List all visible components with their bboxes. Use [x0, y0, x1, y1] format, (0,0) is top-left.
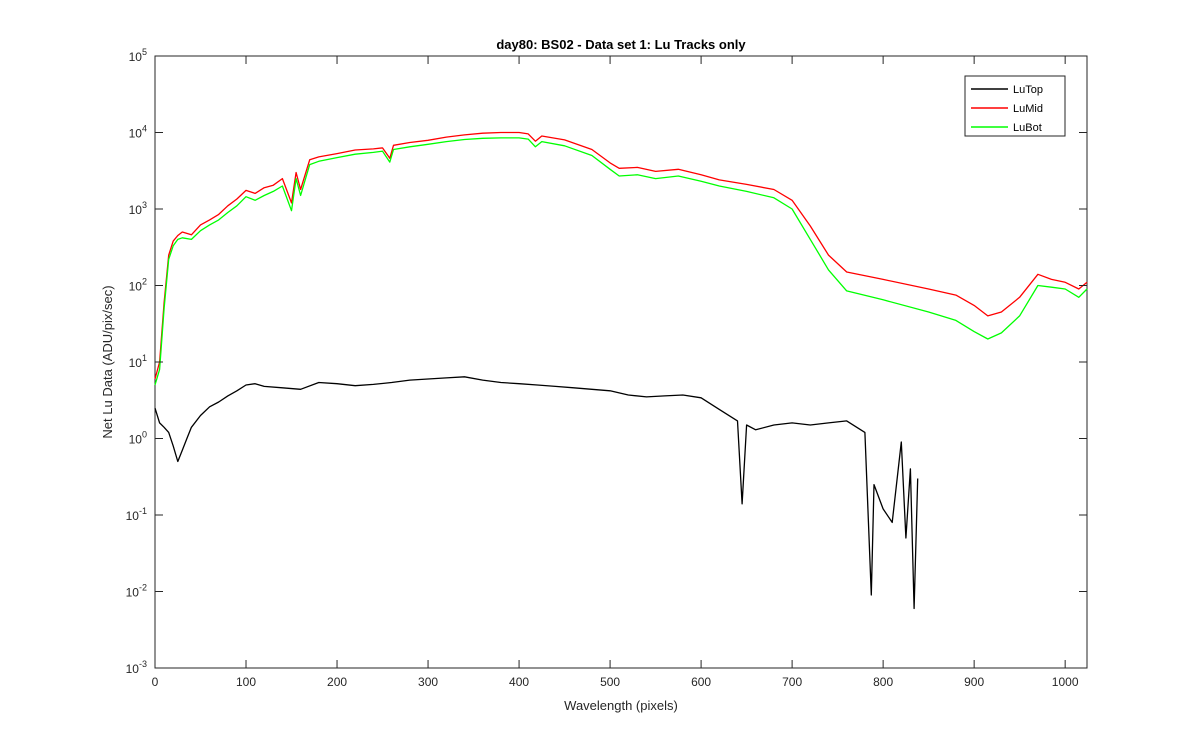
y-tick-label: 10-3 — [126, 659, 147, 676]
legend-label-lutop: LuTop — [1013, 84, 1043, 96]
x-tick-label: 900 — [964, 675, 984, 689]
x-tick-label: 700 — [782, 675, 802, 689]
x-tick-label: 300 — [418, 675, 438, 689]
y-tick-label: 10-2 — [126, 583, 147, 600]
y-tick-label: 103 — [129, 200, 147, 217]
series-line-lubot — [154, 137, 1088, 386]
series-line-lumid — [154, 131, 1088, 380]
x-axis-label: Wavelength (pixels) — [564, 698, 678, 713]
y-tick-label: 100 — [129, 430, 147, 447]
chart-title: day80: BS02 - Data set 1: Lu Tracks only — [496, 37, 746, 52]
y-tick-label: 101 — [129, 353, 147, 370]
y-tick-label: 105 — [129, 47, 147, 64]
legend: LuTop LuMid LuBot — [964, 75, 1066, 137]
tick-layer: 0 100 200 300 400 500 600 700 800 900 1000 10-3 10-2… — [126, 47, 1087, 689]
series-line-lutop — [154, 376, 919, 610]
x-tick-label: 1000 — [1052, 675, 1079, 689]
x-tick-label: 600 — [691, 675, 711, 689]
x-tick-label: 400 — [509, 675, 529, 689]
y-tick-label: 10-1 — [126, 506, 147, 523]
x-tick-label: 0 — [152, 675, 159, 689]
y-axis-label: Net Lu Data (ADU/pix/sec) — [100, 285, 115, 438]
plot-area: 0 100 200 300 400 500 600 700 800 900 1000 10-3 10-2… — [126, 47, 1088, 689]
series-layer — [154, 131, 1088, 610]
x-tick-label: 200 — [327, 675, 347, 689]
axes-box — [154, 55, 1088, 669]
y-tick-label: 102 — [129, 277, 147, 294]
x-tick-label: 800 — [873, 675, 893, 689]
legend-label-lumid: LuMid — [1013, 103, 1043, 115]
x-tick-label: 500 — [600, 675, 620, 689]
y-tick-label: 104 — [129, 124, 147, 141]
legend-box — [964, 75, 1066, 137]
legend-label-lubot: LuBot — [1013, 122, 1042, 134]
x-tick-label: 100 — [236, 675, 256, 689]
